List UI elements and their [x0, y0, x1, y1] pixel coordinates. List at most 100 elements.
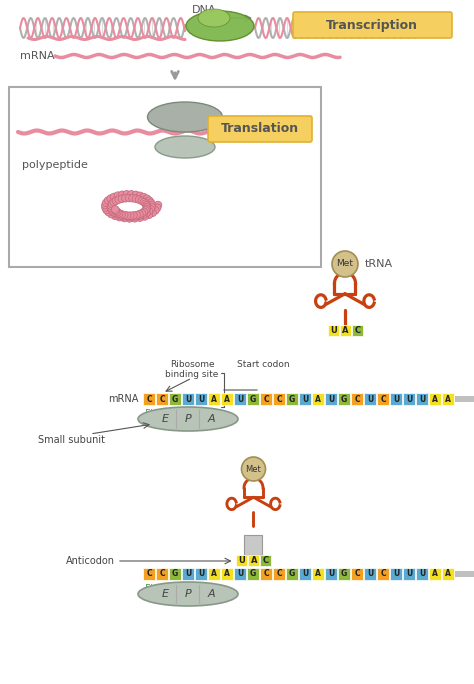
Text: U: U — [406, 570, 412, 579]
Bar — [169, 393, 181, 405]
Circle shape — [112, 207, 120, 215]
Text: C: C — [263, 395, 269, 404]
Bar — [312, 568, 324, 580]
Text: C: C — [380, 570, 386, 579]
Text: Start codon: Start codon — [237, 360, 289, 369]
Text: U: U — [406, 395, 412, 404]
Circle shape — [136, 214, 144, 222]
Bar — [260, 568, 272, 580]
Bar — [442, 393, 454, 405]
Circle shape — [118, 195, 126, 202]
Text: G: G — [250, 395, 256, 404]
Circle shape — [128, 191, 135, 198]
Bar — [247, 568, 259, 580]
Bar — [208, 568, 220, 580]
Text: mRNA: mRNA — [109, 394, 139, 404]
Circle shape — [113, 211, 121, 218]
FancyBboxPatch shape — [208, 116, 312, 142]
Bar — [143, 568, 155, 580]
Text: A: A — [445, 570, 451, 579]
Bar — [182, 568, 194, 580]
Text: U: U — [237, 395, 243, 404]
Bar — [338, 393, 350, 405]
Circle shape — [111, 212, 119, 220]
Circle shape — [108, 206, 115, 213]
Circle shape — [142, 200, 149, 207]
Bar — [245, 535, 263, 555]
Circle shape — [130, 211, 137, 220]
Circle shape — [145, 207, 153, 215]
Bar — [325, 568, 337, 580]
Bar — [260, 393, 272, 405]
Text: E: E — [162, 589, 168, 599]
Circle shape — [132, 195, 140, 202]
Circle shape — [143, 205, 150, 213]
Bar — [390, 568, 402, 580]
Text: U: U — [367, 570, 373, 579]
Circle shape — [118, 191, 126, 198]
Circle shape — [112, 197, 120, 205]
Bar — [273, 568, 285, 580]
Circle shape — [143, 209, 150, 217]
Bar — [377, 568, 389, 580]
Text: A: A — [211, 570, 217, 579]
Circle shape — [147, 205, 155, 213]
Text: C: C — [380, 395, 386, 404]
Text: DNA: DNA — [192, 5, 217, 15]
Circle shape — [140, 198, 148, 206]
Circle shape — [107, 204, 115, 211]
Circle shape — [120, 213, 128, 220]
Bar — [338, 568, 350, 580]
Ellipse shape — [186, 11, 254, 41]
Circle shape — [241, 457, 265, 481]
Circle shape — [111, 206, 119, 213]
Text: G: G — [289, 570, 295, 579]
Ellipse shape — [155, 136, 215, 158]
Bar — [455, 396, 474, 402]
Text: C: C — [146, 395, 152, 404]
Text: A: A — [315, 570, 321, 579]
Circle shape — [143, 195, 151, 202]
Bar — [299, 568, 311, 580]
Text: A: A — [445, 395, 451, 404]
Circle shape — [109, 207, 117, 215]
Bar — [403, 393, 415, 405]
Text: G: G — [289, 395, 295, 404]
Bar — [143, 393, 155, 405]
Text: U: U — [393, 395, 399, 404]
Bar — [286, 568, 298, 580]
Text: G: G — [341, 570, 347, 579]
Text: P: P — [185, 414, 191, 424]
Bar — [221, 393, 233, 405]
Bar — [195, 568, 207, 580]
Bar — [221, 568, 233, 580]
Ellipse shape — [147, 102, 222, 132]
Text: Anticodon: Anticodon — [66, 556, 115, 566]
Text: polypeptide: polypeptide — [22, 160, 88, 170]
Text: 5': 5' — [144, 409, 153, 419]
Text: A: A — [211, 395, 217, 404]
Circle shape — [114, 209, 121, 216]
Ellipse shape — [138, 407, 238, 431]
Text: U: U — [330, 326, 337, 335]
Circle shape — [136, 192, 144, 200]
Circle shape — [154, 201, 162, 209]
Bar — [340, 325, 351, 336]
Circle shape — [114, 192, 122, 200]
Circle shape — [102, 199, 110, 207]
Circle shape — [131, 215, 138, 222]
Bar — [416, 568, 428, 580]
Circle shape — [120, 214, 128, 222]
FancyBboxPatch shape — [9, 87, 321, 267]
Bar — [286, 393, 298, 405]
Circle shape — [133, 211, 140, 219]
Circle shape — [128, 194, 137, 202]
Text: C: C — [159, 395, 165, 404]
Circle shape — [140, 211, 147, 218]
Circle shape — [132, 191, 140, 198]
Circle shape — [149, 209, 156, 217]
Bar — [325, 393, 337, 405]
Circle shape — [110, 193, 118, 200]
Text: Met: Met — [246, 464, 261, 473]
Text: Translation: Translation — [221, 122, 299, 135]
